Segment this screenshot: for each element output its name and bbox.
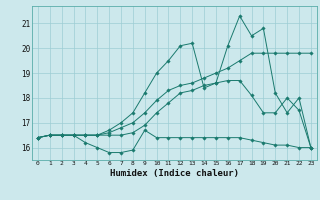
X-axis label: Humidex (Indice chaleur): Humidex (Indice chaleur) xyxy=(110,169,239,178)
